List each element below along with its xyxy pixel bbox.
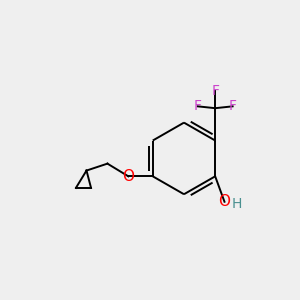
- Text: F: F: [194, 99, 202, 113]
- Text: H: H: [232, 196, 242, 211]
- Text: F: F: [229, 99, 237, 113]
- Text: O: O: [122, 169, 134, 184]
- Text: O: O: [218, 194, 230, 209]
- Text: F: F: [211, 84, 219, 98]
